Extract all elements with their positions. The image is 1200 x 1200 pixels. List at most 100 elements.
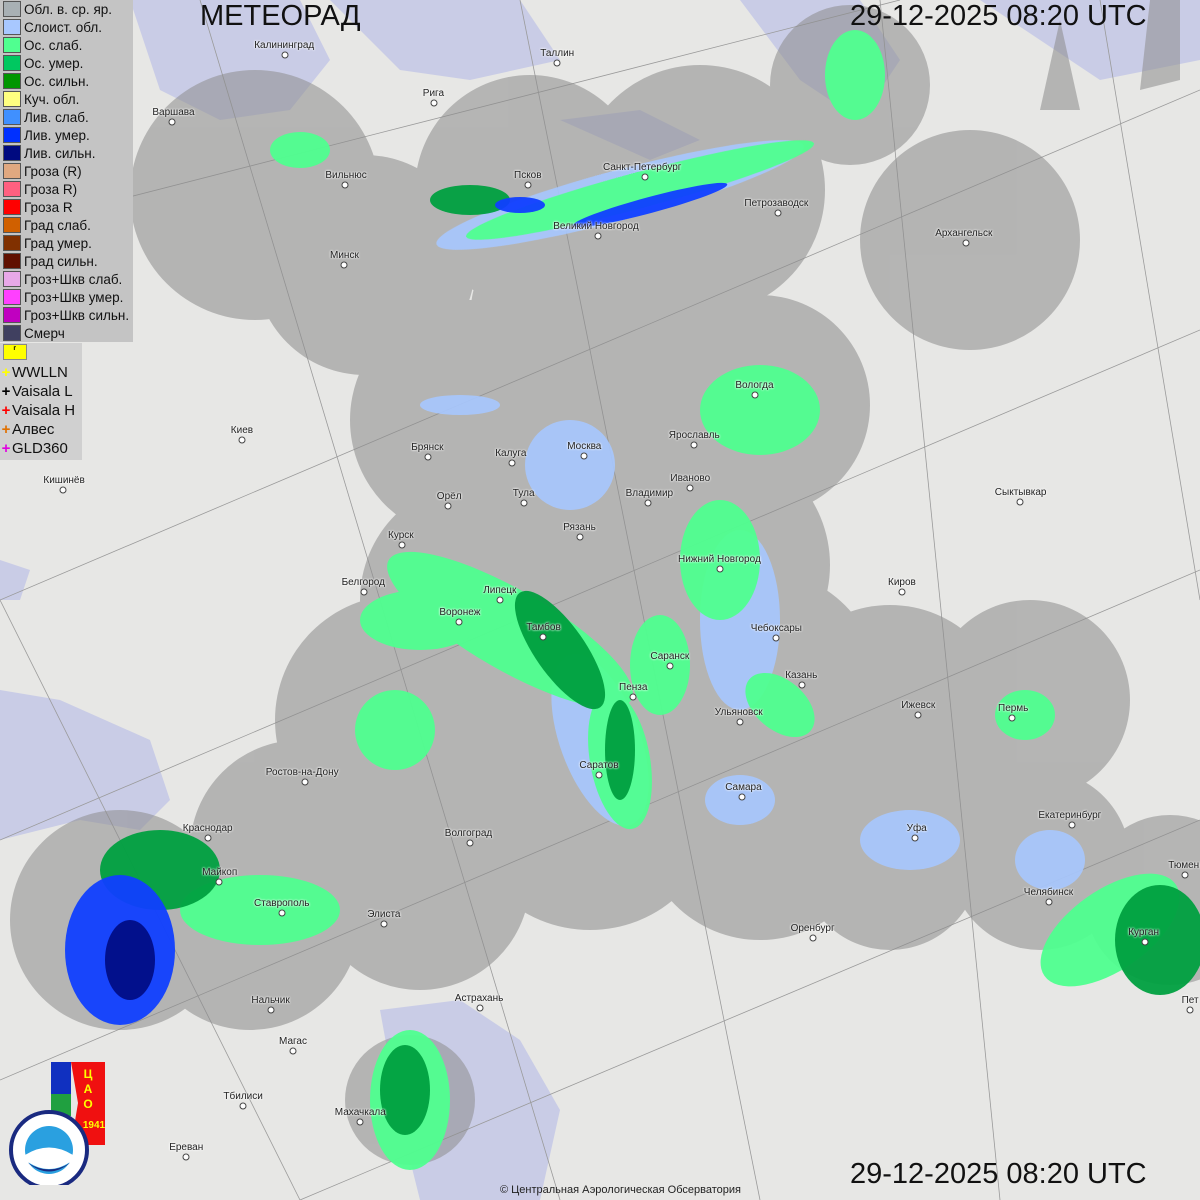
city-marker	[539, 633, 547, 641]
lightning-cross-icon: +	[1, 383, 11, 400]
city-label: Ярославль	[668, 430, 720, 441]
city-label: Пермь	[998, 703, 1029, 714]
city-marker	[204, 834, 212, 842]
lightning-source-item[interactable]: + Vaisala H	[0, 401, 82, 420]
city-marker	[356, 1118, 364, 1126]
legend-label: Гроза R	[24, 199, 73, 215]
city-label: Брянск	[411, 442, 444, 453]
legend-item: Гроз+Шкв умер.	[0, 288, 133, 306]
lightning-legend: ⸢ + WWLLN + Vaisala L + Vaisala H + Алвес + GLD36…	[0, 343, 82, 460]
lightning-source-item[interactable]: + Алвес	[0, 420, 82, 439]
city-marker	[1008, 714, 1016, 722]
city-label: Санкт-Петербург	[603, 162, 682, 173]
legend-item: Обл. в. ср. яр.	[0, 0, 133, 18]
lightning-source-label: GLD360	[12, 440, 68, 457]
city-marker	[553, 59, 561, 67]
city-marker	[1016, 498, 1024, 506]
city-label: Волгоград	[444, 828, 493, 839]
legend-item: Ос. слаб.	[0, 36, 133, 54]
city-label: Курск	[388, 530, 414, 541]
legend-swatch	[3, 253, 21, 269]
city-label: Элиста	[367, 909, 401, 920]
city-label: Вологда	[735, 380, 774, 391]
city-marker	[59, 486, 67, 494]
city-marker	[690, 441, 698, 449]
lightning-source-label: Vaisala L	[12, 383, 73, 400]
city-marker	[380, 920, 388, 928]
city-marker	[424, 453, 432, 461]
city-marker	[430, 99, 438, 107]
city-label: Курган	[1128, 927, 1159, 938]
city-label: Орёл	[436, 491, 462, 502]
city-label: Нальчик	[251, 995, 290, 1006]
city-marker	[524, 181, 532, 189]
svg-text:О: О	[83, 1097, 92, 1111]
city-marker	[239, 1102, 247, 1110]
lightning-source-item[interactable]: + GLD360	[0, 439, 82, 458]
precipitation	[65, 30, 1200, 1170]
page-title: МЕТЕОРАД	[200, 0, 361, 32]
legend-swatch	[3, 271, 21, 287]
city-label: Краснодар	[182, 823, 233, 834]
city-marker	[289, 1047, 297, 1055]
copyright: © Центральная Аэрологическая Обсерватори…	[500, 1184, 741, 1196]
city-label: Липецк	[483, 585, 517, 596]
lightning-source-label: Vaisala H	[12, 402, 76, 419]
city-label: Нижний Новгород	[678, 554, 761, 565]
city-label: Пенза	[619, 682, 648, 693]
city-marker	[898, 588, 906, 596]
legend-label: Град умер.	[24, 235, 92, 251]
city-marker	[238, 436, 246, 444]
svg-text:А: А	[84, 1082, 93, 1096]
legend-item: Лив. слаб.	[0, 108, 133, 126]
legend-item: Лив. сильн.	[0, 144, 133, 162]
lightning-source-item[interactable]: + Vaisala L	[0, 382, 82, 401]
legend-item: Град умер.	[0, 234, 133, 252]
city-label: Пет	[1181, 995, 1199, 1006]
legend-item: Гроз+Шкв слаб.	[0, 270, 133, 288]
legend-label: Ос. сильн.	[24, 73, 90, 89]
city-marker	[267, 1006, 275, 1014]
city-marker	[666, 662, 674, 670]
city-marker	[496, 596, 504, 604]
city-marker	[576, 533, 584, 541]
roshydromet-logo	[9, 1110, 89, 1185]
legend-label: Смерч	[24, 325, 65, 341]
city-label: Белгород	[341, 577, 385, 588]
legend-label: Гроз+Шкв слаб.	[24, 271, 123, 287]
legend-swatch	[3, 307, 21, 323]
city-label: Тамбов	[526, 622, 561, 633]
city-marker	[809, 934, 817, 942]
lightning-cross-icon: +	[1, 440, 11, 457]
city-marker	[774, 209, 782, 217]
city-marker	[595, 771, 603, 779]
city-label: Кишинёв	[43, 475, 85, 486]
city-label: Саратов	[579, 760, 619, 771]
city-label: Челябинск	[1023, 887, 1074, 898]
city-label: Иваново	[670, 473, 711, 484]
city-marker	[914, 711, 922, 719]
lightning-source-item[interactable]: + WWLLN	[0, 363, 82, 382]
city-label: Екатеринбург	[1038, 810, 1102, 821]
city-label: Ижевск	[901, 700, 936, 711]
lightning-toggle-button[interactable]: ⸢	[3, 344, 27, 360]
city-label: Варшава	[152, 107, 195, 118]
legend-swatch	[3, 109, 21, 125]
city-marker	[444, 502, 452, 510]
city-label: Архангельск	[935, 228, 993, 239]
legend-label: Гроза (R)	[24, 163, 82, 179]
legend-item: Куч. обл.	[0, 90, 133, 108]
city-marker	[455, 618, 463, 626]
city-label: Ереван	[169, 1142, 204, 1153]
city-label: Оренбург	[790, 923, 835, 934]
svg-text:1941: 1941	[83, 1120, 106, 1131]
legend-item: Гроза (R)	[0, 162, 133, 180]
city-label: Таллин	[540, 48, 575, 59]
city-marker	[772, 634, 780, 642]
city-marker	[716, 565, 724, 573]
city-label: Саранск	[650, 651, 690, 662]
city-marker	[340, 261, 348, 269]
city-marker	[360, 588, 368, 596]
city-marker	[341, 181, 349, 189]
